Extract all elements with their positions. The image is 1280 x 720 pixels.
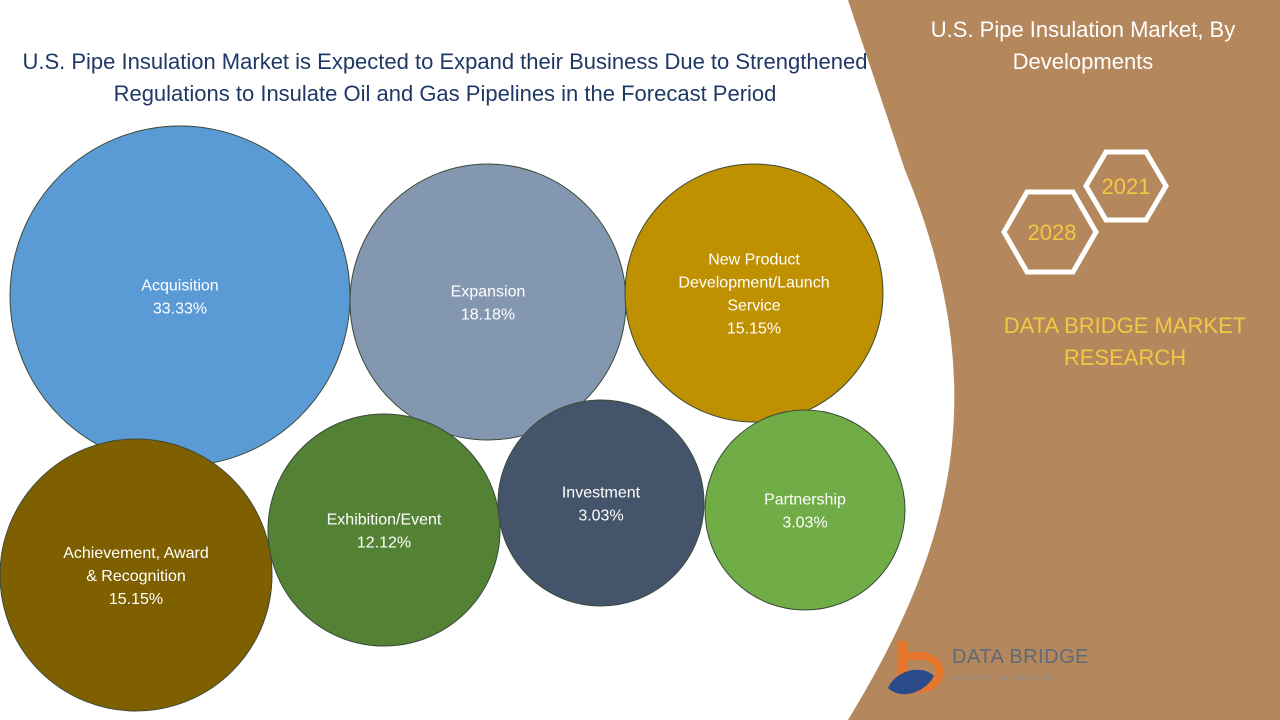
- year-2021-label: 2021: [1102, 174, 1151, 199]
- bubble-label-achievement-award-recognition: Achievement, Award & Recognition 15.15%: [63, 545, 209, 608]
- bubble-category-expansion: Expansion: [451, 284, 526, 301]
- bubble-value-achievement-award-recognition: 15.15%: [109, 591, 163, 608]
- bubble-label-new-product-development-launch-service: New Product Development/Launch Service 15.1…: [678, 252, 829, 338]
- bubble-label-investment: Investment 3.03%: [562, 485, 641, 525]
- bubble-expansion: [349, 163, 627, 441]
- bubble-label-exhibition-event: Exhibition/Event 12.12%: [327, 512, 442, 552]
- bubble-investment: [497, 399, 705, 607]
- bubble-new-product-development-launch-service: [624, 163, 884, 423]
- bubble-category-investment: Investment: [562, 485, 641, 502]
- logo-tagline: MARKET RESEARCH: [952, 675, 1055, 682]
- data-bridge-logo-icon: [888, 641, 944, 695]
- bubble-chart: Acquisition 33.33% Expansion 18.18% New Prod…: [0, 125, 906, 712]
- bubble-acquisition: [9, 125, 351, 467]
- bubble-value-partnership: 3.03%: [782, 515, 827, 532]
- bubble-category-achievement-award-recognition: & Recognition: [86, 568, 186, 585]
- bubble-value-investment: 3.03%: [578, 508, 623, 525]
- bubble-value-acquisition: 33.33%: [153, 301, 207, 318]
- hexagon-2028: [1001, 189, 1099, 275]
- side-panel-title: U.S. Pipe Insulation Market, By Developm…: [930, 17, 1236, 74]
- bubble-category-acquisition: Acquisition: [141, 278, 218, 295]
- bubble-category-new-product-development-launch-service: Service: [727, 298, 780, 315]
- chart-title: U.S. Pipe Insulation Market is Expected …: [22, 49, 868, 106]
- bubble-category-partnership: Partnership: [764, 492, 846, 509]
- bubble-value-expansion: 18.18%: [461, 307, 515, 324]
- brand-name: DATA BRIDGE MARKET RESEARCH: [1003, 313, 1247, 370]
- bubble-label-expansion: Expansion 18.18%: [451, 284, 526, 324]
- bubble-category-new-product-development-launch-service: Development/Launch: [678, 275, 829, 292]
- bubble-category-new-product-development-launch-service: New Product: [708, 252, 800, 269]
- hexagon-2021: [1083, 149, 1169, 223]
- bubble-achievement-award-recognition: [0, 438, 273, 712]
- year-2028-label: 2028: [1028, 220, 1077, 245]
- logo-wordmark: DATA BRIDGE: [952, 646, 1090, 668]
- bubble-partnership: [704, 409, 906, 611]
- bubble-value-exhibition-event: 12.12%: [357, 535, 411, 552]
- bubble-label-partnership: Partnership 3.03%: [764, 492, 846, 532]
- bubble-category-exhibition-event: Exhibition/Event: [327, 512, 442, 529]
- bubble-label-acquisition: Acquisition 33.33%: [141, 278, 218, 318]
- bubble-category-achievement-award-recognition: Achievement, Award: [63, 545, 209, 562]
- bubble-value-new-product-development-launch-service: 15.15%: [727, 321, 781, 338]
- side-panel-background: [848, 0, 1280, 720]
- bubble-exhibition-event: [267, 413, 501, 647]
